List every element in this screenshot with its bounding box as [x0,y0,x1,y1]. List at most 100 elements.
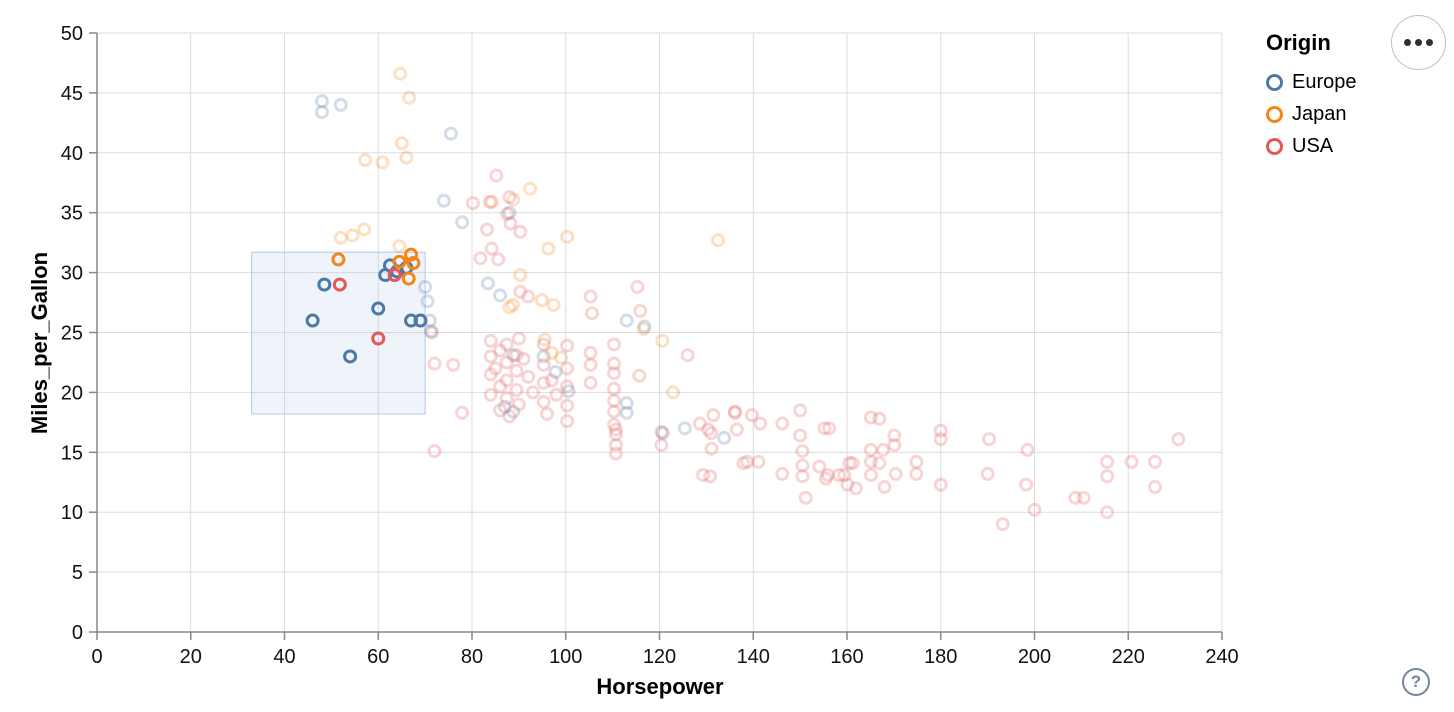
data-point-unselected[interactable] [888,466,903,481]
data-point-unselected[interactable] [541,241,556,256]
data-point-unselected[interactable] [982,432,997,447]
data-point-unselected[interactable] [549,387,564,402]
data-point-unselected[interactable] [488,361,503,376]
data-point-unselected[interactable] [704,441,719,456]
data-point-unselected[interactable] [392,239,407,254]
data-point-selected[interactable] [404,247,419,262]
data-point-unselected[interactable] [560,379,575,394]
data-point-unselected[interactable] [560,414,575,429]
data-point-unselected[interactable] [608,422,623,437]
data-point-unselected[interactable] [509,383,524,398]
data-point-unselected[interactable] [633,303,648,318]
data-point-unselected[interactable] [516,351,531,366]
legend-entry-europe[interactable]: Europe [1266,66,1357,98]
data-point-unselected[interactable] [607,404,622,419]
data-point-unselected[interactable] [585,306,599,321]
options-menu-button[interactable] [1391,15,1446,70]
data-point-unselected[interactable] [394,136,409,151]
data-point-unselected[interactable] [706,408,721,423]
data-point-unselected[interactable] [1147,480,1162,495]
data-point-unselected[interactable] [393,66,408,81]
data-point-unselected[interactable] [560,229,575,244]
data-point-unselected[interactable] [536,394,551,409]
data-point-selected[interactable] [387,267,402,282]
data-point-unselected[interactable] [465,196,480,211]
data-point-unselected[interactable] [795,444,810,459]
data-point-unselected[interactable] [483,333,498,348]
data-point-unselected[interactable] [489,168,504,183]
data-point-unselected[interactable] [513,267,528,282]
data-point-unselected[interactable] [446,357,461,372]
data-point-unselected[interactable] [583,345,598,360]
data-point-unselected[interactable] [909,454,924,469]
data-point-selected[interactable] [343,349,358,364]
data-point-unselected[interactable] [877,480,892,495]
data-point-unselected[interactable] [399,150,414,165]
data-point-unselected[interactable] [422,313,437,328]
data-point-unselected[interactable] [863,442,878,457]
data-point-unselected[interactable] [607,417,622,432]
data-point-unselected[interactable] [499,391,514,406]
data-point-unselected[interactable] [812,459,827,474]
data-point-unselected[interactable] [654,424,669,439]
data-point-unselected[interactable] [795,469,810,484]
data-point-unselected[interactable] [502,300,517,315]
data-point-unselected[interactable] [455,215,470,230]
help-icon[interactable]: ? [1402,668,1430,696]
data-point-unselected[interactable] [357,222,372,237]
data-point-unselected[interactable] [775,416,790,431]
data-point-unselected[interactable] [502,409,517,424]
data-point-unselected[interactable] [455,405,470,420]
data-point-unselected[interactable] [560,398,575,413]
data-point-unselected[interactable] [632,368,647,383]
data-point-selected[interactable] [392,254,407,269]
data-point-unselected[interactable] [619,405,634,420]
data-point-unselected[interactable] [513,224,528,239]
data-point-unselected[interactable] [696,468,711,483]
data-point-unselected[interactable] [511,331,526,346]
data-point-unselected[interactable] [832,468,847,483]
data-point-unselected[interactable] [1019,477,1034,492]
data-point-unselected[interactable] [536,375,551,390]
data-point-unselected[interactable] [729,422,744,437]
data-point-unselected[interactable] [636,321,651,336]
data-point-unselected[interactable] [506,404,521,419]
data-point-unselected[interactable] [483,367,498,382]
data-point-unselected[interactable] [358,152,373,167]
data-point-unselected[interactable] [418,279,433,294]
data-point-unselected[interactable] [554,350,569,365]
data-point-unselected[interactable] [483,349,498,364]
legend-entry-japan[interactable]: Japan [1266,98,1357,130]
data-point-selected[interactable] [371,331,386,346]
data-point-unselected[interactable] [483,387,498,402]
data-point-unselected[interactable] [666,385,681,400]
data-point-unselected[interactable] [933,423,948,438]
data-point-unselected[interactable] [711,233,726,248]
data-point-unselected[interactable] [1100,469,1115,484]
data-point-unselected[interactable] [1147,454,1162,469]
data-point-unselected[interactable] [793,428,808,443]
data-point-selected[interactable] [371,301,386,316]
data-point-unselected[interactable] [536,337,551,352]
data-point-unselected[interactable] [775,466,790,481]
data-point-unselected[interactable] [499,355,514,370]
data-point-unselected[interactable] [480,276,495,291]
data-point-unselected[interactable] [502,205,517,220]
data-point-unselected[interactable] [499,373,514,388]
data-point-unselected[interactable] [607,356,622,371]
data-point-unselected[interactable] [493,403,508,418]
data-point-unselected[interactable] [840,477,855,492]
data-point-unselected[interactable] [523,181,538,196]
data-point-unselected[interactable] [482,194,497,209]
data-point-unselected[interactable] [502,190,517,205]
data-point-unselected[interactable] [536,357,551,372]
data-point-unselected[interactable] [480,222,494,237]
data-point-unselected[interactable] [933,432,948,447]
data-point-unselected[interactable] [583,375,598,390]
data-point-unselected[interactable] [423,324,438,339]
data-point-unselected[interactable] [793,403,808,418]
data-point-unselected[interactable] [619,396,634,411]
data-point-unselected[interactable] [537,332,552,347]
data-point-unselected[interactable] [995,517,1010,532]
